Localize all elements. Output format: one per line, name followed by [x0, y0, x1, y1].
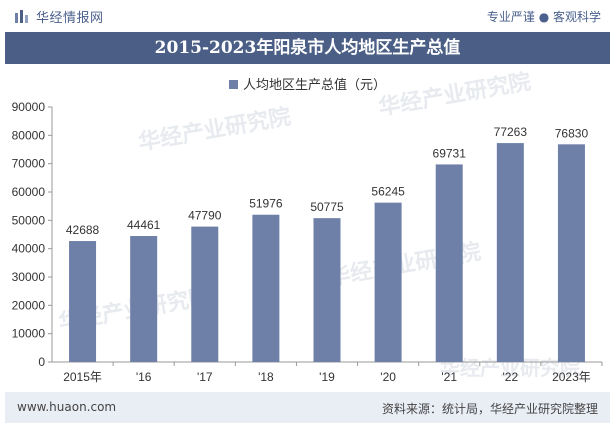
bar-chart: 华经产业研究院 华经产业研究院 华经产业研究院 华经产业研究院 华经产业研究院 …: [12, 69, 603, 384]
x-tick-label: '21: [441, 370, 457, 384]
x-tick-label: 2015年: [63, 370, 102, 384]
footer-url[interactable]: www.huaon.com: [17, 400, 117, 414]
bar: [252, 214, 280, 362]
bar: [496, 143, 524, 362]
x-tick-label: '16: [136, 370, 152, 384]
data-label: 50775: [310, 200, 344, 214]
y-tick-label: 0: [38, 355, 45, 369]
x-tick-label: '20: [380, 370, 396, 384]
chart-title: 2015-2023年阳泉市人均地区生产总值: [5, 32, 610, 64]
watermark-text: 华经产业研究院: [377, 69, 533, 121]
y-tick-label: 60000: [12, 185, 46, 199]
y-tick-label: 50000: [12, 213, 46, 227]
x-tick-label: '22: [503, 370, 519, 384]
bar: [557, 144, 585, 362]
bar: [313, 218, 341, 362]
brand: 华经情报网: [14, 7, 104, 26]
data-label: 56245: [371, 185, 405, 199]
slogan: 专业严谨 ● 客观科学: [486, 10, 601, 24]
top-bar: 华经情报网 专业严谨 ● 客观科学: [0, 0, 615, 32]
y-tick-label: 10000: [12, 327, 46, 341]
footer: www.huaon.com 资料来源：统计局，华经产业研究院整理: [5, 392, 610, 423]
x-tick-label: '17: [197, 370, 213, 384]
brand-logo-icon: [15, 10, 28, 23]
data-label: 47790: [188, 209, 222, 223]
data-label: 69731: [433, 146, 467, 160]
bar: [69, 241, 97, 362]
legend-swatch: [228, 80, 238, 89]
x-tick-label: '18: [258, 370, 274, 384]
data-label: 42688: [66, 223, 100, 237]
bar: [374, 202, 402, 362]
y-tick-label: 40000: [12, 242, 46, 256]
bar: [435, 164, 463, 362]
data-label: 44461: [127, 218, 161, 232]
y-tick-label: 20000: [12, 298, 46, 312]
x-tick-label: 2023年: [552, 370, 591, 384]
data-label: 76830: [555, 126, 589, 140]
y-tick-label: 90000: [12, 100, 46, 114]
y-tick-label: 30000: [12, 270, 46, 284]
bar: [191, 226, 219, 362]
brand-name: 华经情报网: [36, 10, 104, 26]
footer-source: 资料来源：统计局，华经产业研究院整理: [381, 402, 598, 416]
y-tick-label: 80000: [12, 128, 46, 142]
data-label: 77263: [494, 125, 528, 139]
legend-label: 人均地区生产总值（元）: [242, 78, 386, 93]
data-label: 51976: [249, 197, 283, 211]
x-tick-label: '19: [319, 370, 335, 384]
watermark-text: 华经产业研究院: [137, 104, 293, 156]
bar: [130, 236, 158, 362]
bars: 42688 44461 47790 51976 50775 56245 69731 77263…: [66, 125, 589, 362]
y-tick-label: 70000: [12, 157, 46, 171]
legend: 人均地区生产总值（元）: [0, 74, 615, 93]
